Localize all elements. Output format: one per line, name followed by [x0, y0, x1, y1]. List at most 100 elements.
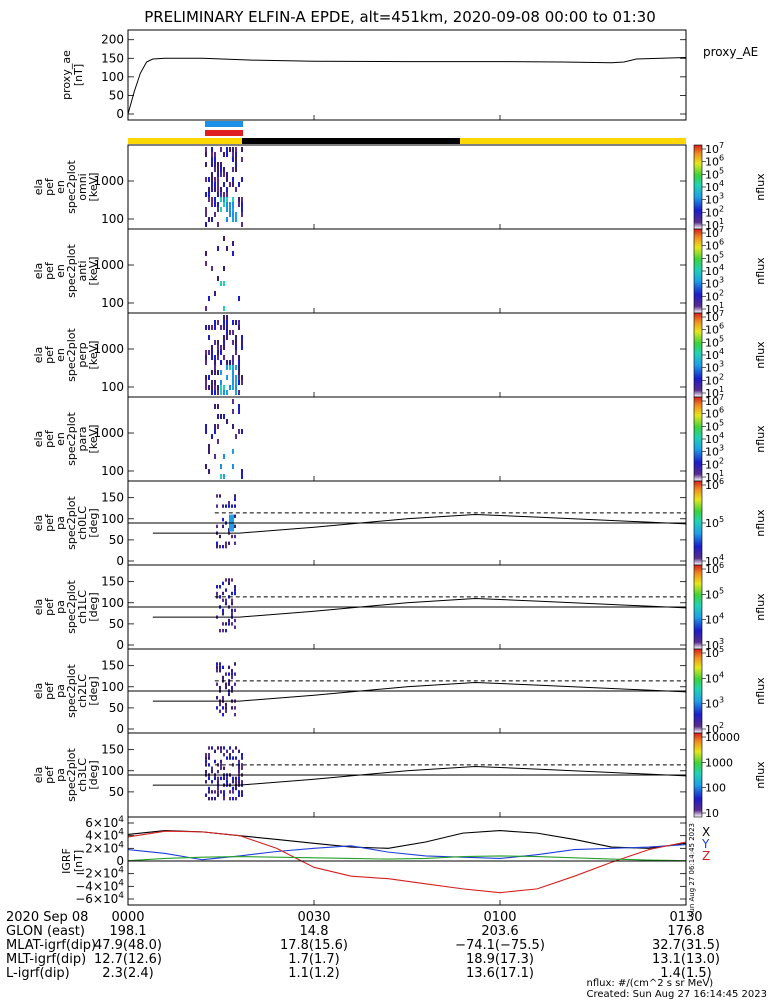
pa-pixel: [217, 786, 219, 791]
spectrogram-pixel: [235, 167, 237, 172]
ytick-label: 0: [116, 722, 124, 736]
spectrogram-pixel: [235, 152, 237, 157]
pa-pixel: [234, 524, 236, 529]
pa-pixel: [241, 766, 243, 770]
pa-pixel: [225, 702, 227, 707]
pa-pixel: [229, 790, 231, 794]
ytick-label: 50: [109, 533, 124, 547]
spectrogram-pixel: [223, 385, 225, 390]
colorbar-label: nflux: [754, 341, 767, 369]
spectrogram-pixel: [205, 162, 207, 167]
pa-pixel: [222, 696, 224, 700]
colorbar-tick-label: 106: [705, 154, 724, 169]
ytick-label: 0: [116, 638, 124, 652]
spectrogram-pixel: [214, 320, 216, 325]
pa-pixel: [238, 766, 240, 770]
spectrogram-pixel: [211, 177, 213, 182]
spectrogram-pixel: [226, 335, 228, 340]
plot-title: PRELIMINARY ELFIN-A EPDE, alt=451km, 202…: [144, 8, 656, 26]
ylabel-line: [nT]: [72, 64, 85, 86]
spectrogram-pixel: [214, 157, 216, 162]
spectrogram-pixel: [241, 335, 243, 340]
pa-pixel: [235, 780, 237, 784]
pa-pixel: [232, 756, 234, 760]
spectrogram-pixel: [223, 315, 225, 320]
spectrogram-pixel: [229, 212, 231, 217]
footer-row-value: 12.7(12.6): [93, 952, 163, 967]
spectrogram-pixel: [220, 370, 222, 375]
ytick-label: 1000: [93, 342, 124, 356]
spectrogram-pixel: [229, 365, 231, 370]
spectrogram-pixel: [232, 152, 234, 157]
spectrogram-pixel: [217, 192, 219, 197]
spectrogram-pixel: [205, 355, 207, 360]
pa-pixel: [232, 763, 234, 767]
ytick-label: 2×104: [85, 840, 124, 855]
ylabel-line: ela: [32, 515, 45, 532]
spectrogram-pixel: [208, 187, 210, 192]
spectrogram-pixel: [223, 474, 225, 479]
ylabel-line: omni: [76, 173, 89, 200]
spectrogram-pixel: [226, 197, 228, 202]
ylabel-proxy-ae: proxy_ae [nT]: [60, 50, 85, 100]
pa-spectrogram-pa_ch0: [216, 494, 236, 549]
spectrogram-pixel: [232, 197, 234, 202]
pa-pixel: [231, 685, 233, 690]
spectrogram-pixel: [232, 340, 234, 345]
spectrogram-pixel: [241, 212, 243, 217]
spectrogram-pixel: [223, 281, 225, 286]
pa-pixel: [219, 702, 221, 707]
colorbar-tick-label: 104: [705, 553, 724, 568]
spectrogram-pixel: [217, 439, 219, 444]
spectrogram-pixel: [226, 217, 228, 222]
ylabel-line: [keV]: [87, 425, 100, 454]
spectrogram-spec_para: [205, 399, 243, 479]
pa-pixel: [205, 763, 207, 767]
ytick-label: −2×104: [75, 866, 124, 881]
ylabel-line: spec2plot: [65, 496, 78, 550]
ylabel-line: para: [76, 427, 89, 452]
spectrogram-pixel: [223, 454, 225, 459]
spectrogram-pixel: [217, 424, 219, 429]
spectrogram-pixel: [205, 207, 207, 212]
pa-pixel: [228, 581, 230, 586]
spectrogram-pixel: [226, 207, 228, 212]
spectrogram-pixel: [235, 320, 237, 325]
pa-pixel: [226, 756, 228, 760]
pa-pixel: [228, 622, 230, 626]
spectrogram-pixel: [226, 315, 228, 320]
spectrogram-pixel: [211, 390, 213, 395]
ytick-label: 100: [101, 512, 124, 526]
igrf-total-line: [127, 855, 687, 862]
spectrogram-pixel: [205, 464, 207, 469]
ylabel-line: [keV]: [87, 341, 100, 370]
pa-pixel: [225, 682, 227, 686]
spectrogram-pixel: [208, 469, 210, 474]
pa-pixel: [219, 494, 221, 498]
pa-pixel: [217, 776, 219, 781]
pa-pixel: [241, 753, 243, 757]
pa-pixel: [234, 591, 236, 596]
legend-proxy-ae: proxy_AE: [703, 45, 758, 59]
colorbar-pa_ch2: 105 104 103 102 nflux: [693, 645, 767, 736]
spectrogram-pixel: [241, 222, 243, 227]
footer-row-value: 13.1(13.0): [651, 952, 721, 967]
spectrogram-pixel: [214, 380, 216, 385]
footer-row-value: 1.4(1.5): [660, 966, 712, 981]
spectrogram-spec_anti: [205, 236, 240, 311]
loss-cone-line: [233, 514, 687, 534]
footer-row-value: 176.8: [667, 924, 705, 939]
ytick-label: 6×104: [85, 815, 124, 830]
ylabel-line: pef: [43, 261, 56, 280]
pa-pixel: [234, 497, 236, 502]
spectrogram-pixel: [226, 177, 228, 182]
panels-group: proxy_ae [nT]200150100500proxy_AEelapefen…: [32, 29, 767, 917]
spectrogram-pixel: [217, 276, 219, 281]
spectrogram-spec_omni: [205, 147, 243, 227]
spectrogram-pixel: [220, 325, 222, 330]
spectrogram-pixel: [214, 365, 216, 370]
spectrogram-pixel: [235, 147, 237, 152]
pa-pixel: [228, 682, 230, 686]
